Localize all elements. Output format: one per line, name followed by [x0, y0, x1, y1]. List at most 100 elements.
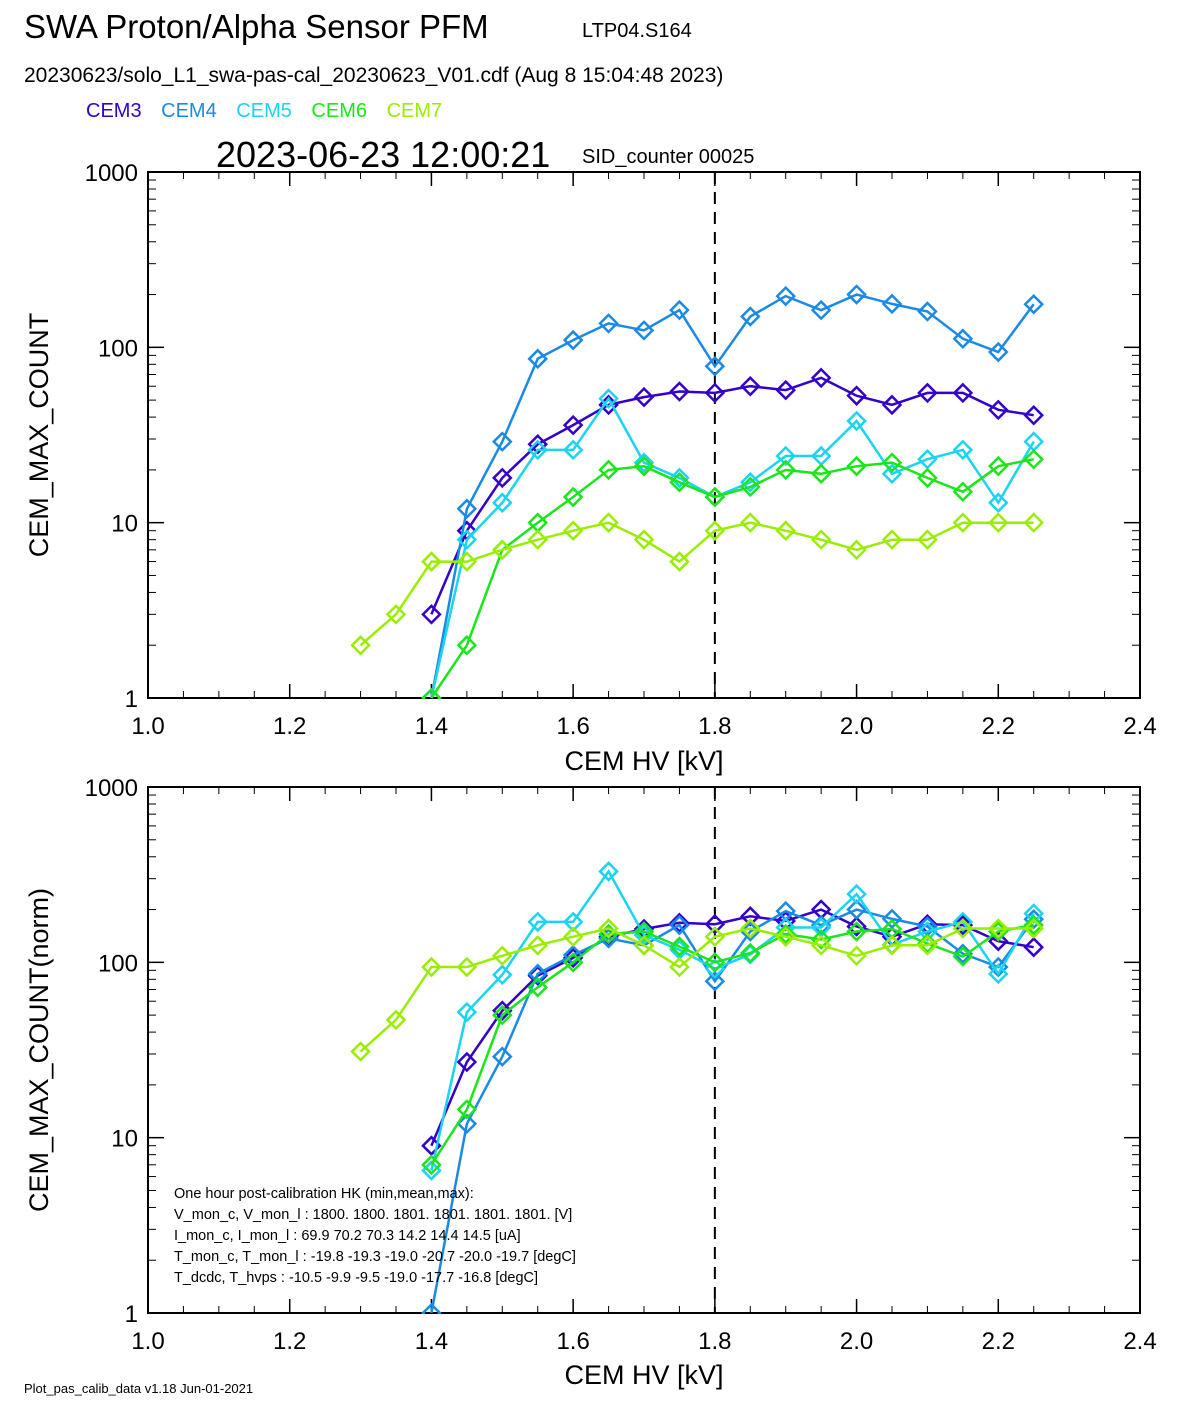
data-point-diamond	[669, 551, 690, 572]
data-point-diamond	[562, 439, 584, 461]
data-point-diamond	[952, 481, 974, 503]
data-point-diamond	[669, 467, 690, 489]
data-point-diamond	[1023, 294, 1044, 315]
data-point-diamond	[881, 293, 903, 315]
x-tick-label: 2.0	[840, 713, 873, 740]
y-tick-label: 1000	[85, 775, 138, 802]
data-point-diamond	[598, 861, 619, 882]
data-point-diamond	[527, 433, 548, 455]
x-tick-label: 1.6	[556, 713, 589, 740]
data-point-diamond	[492, 964, 513, 985]
data-point-diamond	[917, 921, 938, 942]
series-cem4	[421, 284, 1044, 699]
y-tick-label: 1	[125, 1301, 138, 1328]
data-point-diamond	[456, 634, 478, 656]
series-cem7	[350, 918, 1044, 1062]
y-tick-label: 10	[111, 511, 138, 538]
data-point-diamond	[775, 379, 796, 401]
x-tick-label: 2.2	[982, 713, 1015, 740]
data-point-diamond	[810, 299, 832, 321]
chart-1: 1.0 1.2 1.4 1.6 1.8 2.0 2.2 2.4 1 10 100 1000 CEM HV…	[24, 160, 1157, 776]
data-point-diamond	[952, 382, 974, 404]
x-tick-label: 1.0	[131, 713, 164, 740]
data-point-diamond	[527, 348, 548, 370]
file-info: 20230623/solo_L1_swa-pas-cal_20230623_V0…	[24, 64, 724, 87]
data-point-diamond	[633, 921, 655, 942]
run-id: LTP04.S164	[582, 20, 692, 42]
data-point-diamond	[350, 634, 371, 656]
data-point-diamond	[562, 414, 584, 436]
data-point-diamond	[350, 1041, 371, 1062]
data-point-diamond	[846, 455, 867, 477]
x-tick-label: 2.2	[982, 1328, 1015, 1355]
data-point-diamond	[881, 529, 903, 550]
data-point-diamond	[846, 385, 867, 406]
data-point-diamond	[988, 918, 1009, 939]
data-point-diamond	[917, 935, 938, 956]
data-point-diamond	[917, 382, 938, 404]
hk-line-3: I_mon_c, I_mon_l : 69.9 70.2 70.3 14.2 1…	[174, 1228, 521, 1244]
data-point-diamond	[492, 467, 513, 489]
data-point-diamond	[633, 455, 655, 477]
data-point-diamond	[421, 1302, 442, 1314]
footer-version: Plot_pas_calib_data v1.18 Jun-01-2021	[24, 1381, 254, 1396]
hk-line-4: T_mon_c, T_mon_l : -19.8 -19.3 -19.0 -20…	[174, 1249, 576, 1265]
data-point-diamond	[1023, 448, 1044, 470]
data-point-diamond	[740, 375, 761, 397]
plot-area	[350, 172, 1044, 699]
datetime: 2023-06-23 12:00:21	[216, 134, 551, 175]
data-point-diamond	[1023, 936, 1044, 958]
hk-line-1: One hour post-calibration HK (min,mean,m…	[174, 1186, 474, 1202]
data-point-diamond	[456, 1001, 478, 1023]
data-point-diamond	[810, 935, 832, 956]
data-point-diamond	[775, 520, 796, 541]
data-point-diamond	[669, 936, 690, 957]
data-point-diamond	[456, 498, 478, 520]
y-tick-label: 100	[98, 950, 138, 977]
data-point-diamond	[669, 299, 690, 321]
data-point-diamond	[988, 963, 1009, 985]
data-point-diamond	[456, 1099, 478, 1120]
data-point-diamond	[598, 388, 619, 409]
data-point-diamond	[598, 512, 619, 533]
data-point-diamond	[562, 329, 584, 351]
x-tick-label: 1.8	[698, 1328, 731, 1355]
data-point-diamond	[810, 463, 832, 485]
data-point-diamond	[527, 935, 548, 956]
x-axis-label: CEM HV [kV]	[564, 746, 723, 776]
sid-counter: SID_counter 00025	[582, 146, 755, 168]
data-point-diamond	[704, 355, 726, 377]
legend-item-cem4: CEM4	[161, 100, 217, 122]
series-line	[430, 396, 1035, 699]
data-point-diamond	[988, 399, 1009, 421]
x-tick-label: 1.4	[415, 1328, 448, 1355]
plot-frame	[147, 171, 1141, 699]
data-point-diamond	[740, 471, 761, 493]
plot-area	[350, 787, 1044, 1314]
data-point-diamond	[492, 945, 513, 967]
series-line	[430, 376, 1034, 615]
data-point-diamond	[775, 923, 796, 945]
data-point-diamond	[669, 471, 690, 493]
data-point-diamond	[704, 926, 726, 947]
data-point-diamond	[952, 911, 974, 933]
data-point-diamond	[704, 520, 726, 541]
data-point-diamond	[421, 956, 442, 978]
data-point-diamond	[492, 539, 513, 561]
legend: CEM3 CEM4 CEM5 CEM6 CEM7	[86, 100, 456, 123]
y-tick-label: 1	[125, 686, 138, 713]
data-point-diamond	[456, 529, 478, 550]
data-point-diamond	[669, 381, 690, 402]
data-point-diamond	[704, 913, 726, 935]
legend-item-cem3: CEM3	[86, 100, 142, 122]
data-point-diamond	[881, 452, 903, 473]
series-line	[430, 869, 1035, 1171]
data-point-diamond	[562, 486, 584, 508]
data-point-diamond	[775, 285, 796, 307]
data-point-diamond	[775, 459, 796, 481]
data-point-diamond	[881, 463, 903, 485]
data-point-diamond	[988, 455, 1009, 477]
data-point-diamond	[527, 911, 548, 933]
data-point-diamond	[669, 914, 690, 936]
series-cem6	[421, 914, 1044, 1176]
